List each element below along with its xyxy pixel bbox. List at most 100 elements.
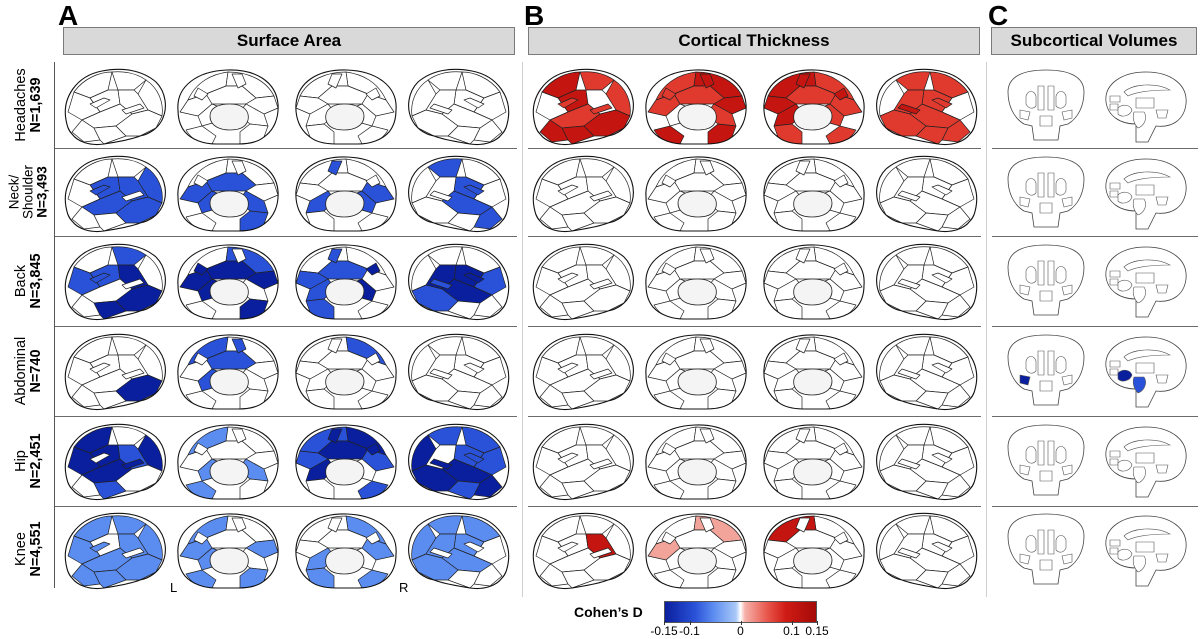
cortical-region	[365, 352, 381, 366]
subcortical-structure	[1061, 374, 1073, 386]
subcortical-structure	[1123, 528, 1172, 541]
row-divider	[992, 416, 1198, 417]
cortical-region	[111, 426, 147, 446]
cortical-region	[557, 362, 579, 374]
brain-outline	[532, 512, 634, 590]
row-divider	[528, 326, 981, 327]
cortical-region	[897, 103, 921, 115]
cortical-region	[699, 428, 715, 444]
subcortical-structure	[1039, 470, 1053, 482]
cortical-region	[713, 182, 747, 202]
cortical-region	[661, 352, 677, 366]
cortical-region	[461, 246, 501, 274]
colorbar-title: Cohen’s D	[574, 604, 643, 620]
cortical-region	[879, 374, 927, 402]
row-divider	[55, 506, 517, 507]
cortical-region	[557, 97, 579, 109]
subcortical-structure	[1135, 184, 1155, 196]
cortical-region	[897, 368, 921, 380]
cortical-region	[411, 374, 459, 402]
subcortical-structure	[1055, 91, 1067, 109]
cortical-region	[93, 212, 127, 232]
medial-wall	[209, 103, 249, 131]
cortical-region	[429, 547, 453, 559]
row-name: Back	[12, 264, 29, 298]
cortical-region	[461, 426, 501, 454]
subcortical-structure	[1117, 279, 1133, 292]
brain-outline	[876, 423, 978, 501]
brain-outline	[763, 156, 865, 232]
cortical-region	[193, 262, 209, 276]
cortical-region	[121, 458, 145, 470]
subcortical-structure	[1155, 109, 1169, 119]
subcortical-structure	[1037, 350, 1045, 376]
subcortical-structure	[1109, 368, 1119, 376]
cortical-region	[915, 480, 949, 500]
brain-outline	[876, 68, 978, 146]
subcortical-structure	[1025, 446, 1037, 464]
cortical-region	[463, 452, 485, 464]
cortical-region	[713, 450, 747, 470]
cortical-region	[115, 374, 163, 402]
cortical-thickness-brain	[763, 424, 865, 500]
cortical-region	[931, 184, 953, 196]
cortical-thickness-brain	[763, 513, 865, 589]
subcortical-structure	[1132, 198, 1146, 216]
brain-outline	[295, 513, 397, 589]
cortical-region	[193, 442, 209, 456]
surface-area-brain	[177, 513, 279, 589]
subcortical-structure	[1025, 535, 1037, 553]
cortical-region	[895, 515, 931, 535]
cortical-region	[231, 517, 247, 533]
cortical-region	[897, 190, 921, 202]
cortical-region	[231, 248, 247, 264]
cortical-region	[579, 426, 615, 446]
cortical-region	[365, 174, 381, 188]
coronal-slice	[1007, 513, 1085, 585]
cortical-region	[763, 450, 797, 470]
brain-outline	[408, 68, 510, 146]
cortical-region	[561, 390, 595, 410]
row-divider	[55, 416, 517, 417]
cortical-region	[879, 464, 927, 492]
cortical-region	[661, 262, 677, 276]
cortical-region	[427, 426, 463, 446]
cortical-region	[763, 360, 797, 380]
cortical-region	[589, 458, 613, 470]
sagittal-slice	[1105, 71, 1187, 143]
cortical-region	[463, 97, 485, 109]
coronal-slice	[1007, 156, 1085, 228]
cortical-region	[411, 553, 459, 581]
cortical-region	[411, 109, 459, 137]
cortical-region	[833, 87, 849, 101]
subcortical-structure	[1109, 95, 1121, 103]
cortical-region	[713, 270, 747, 290]
subcortical-structure	[1047, 529, 1055, 555]
cortical-region	[73, 158, 113, 186]
cortical-region	[463, 541, 485, 553]
cortical-region	[115, 284, 163, 312]
slice-outline	[1007, 156, 1085, 228]
surface-area-brain	[177, 424, 279, 500]
row-divider	[992, 326, 1198, 327]
colorbar-gradient	[664, 601, 817, 623]
subcortical-structure	[1025, 356, 1037, 374]
cortical-region	[589, 190, 613, 202]
cortical-region	[795, 428, 811, 444]
brain-outline	[763, 244, 865, 320]
cortical-thickness-brain	[532, 333, 634, 411]
cortical-region	[73, 515, 113, 543]
brain-outline	[295, 334, 397, 410]
cortical-region	[245, 450, 279, 470]
row-divider	[528, 236, 981, 237]
cortical-region	[411, 464, 459, 492]
subcortical-structure	[1117, 369, 1133, 382]
medial-wall	[209, 547, 249, 575]
cortical-region	[93, 390, 127, 410]
brain-outline	[532, 155, 634, 233]
subcortical-structure	[1123, 171, 1172, 184]
cortical-region	[879, 109, 927, 137]
subcortical-structure	[1117, 548, 1133, 561]
surface-area-brain	[64, 68, 166, 146]
subcortical-structure	[1047, 440, 1055, 466]
